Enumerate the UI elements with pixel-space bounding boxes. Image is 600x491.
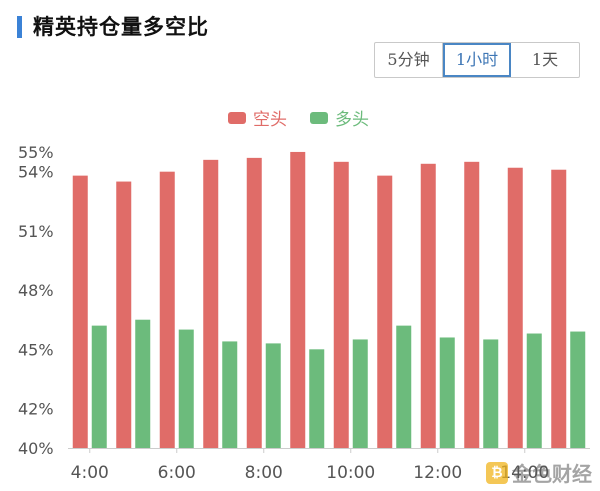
bar-long [396,325,412,448]
legend-label: 空头 [253,110,287,130]
bar-short [551,169,567,449]
bar-long [570,331,586,448]
y-tick-label: 42% [18,400,54,419]
legend-swatch [228,112,246,124]
timeframe-1day-button[interactable]: 1天 [531,50,559,69]
timeframe-5min-button[interactable]: 5分钟 [375,43,443,77]
bar-long [526,333,542,448]
bar-short [333,161,349,448]
x-tick-label: 12:00 [413,463,462,483]
bar-short [116,181,132,448]
x-tick-label: 6:00 [158,463,196,483]
bar-long [483,339,499,448]
watermark: ₿ 金色财经 [486,458,592,487]
bar-short [290,151,306,448]
x-tick-label: 10:00 [326,463,375,483]
bar-short [159,171,175,448]
x-tick-label: 14:00 [500,463,549,483]
bar-long [265,343,281,448]
y-tick-label: 51% [18,222,54,241]
x-tick-label: 4:00 [71,463,109,483]
long-short-ratio-chart: 空头 多头 40% 42% 45% 48% 51% 54%55% 4:00 6:00 8:00 10:… [18,110,590,483]
legend-swatch [310,112,328,124]
timeframe-selector: 5分钟 1小时 1天 [374,42,580,78]
x-tick-label: 8:00 [245,463,283,483]
watermark-logo-icon: ₿ [486,461,508,484]
bar-short [377,175,393,448]
bar-short [246,157,262,449]
bar-long [135,319,151,448]
page-title: 精英持仓量多空比 [33,15,209,39]
bar-short [464,161,480,448]
title-accent-bar [17,16,22,38]
y-tick-label: 54% [18,163,54,182]
y-tick-label: 40% [18,439,54,458]
y-tick-label: 55% [18,143,54,162]
bar-short [507,167,523,448]
bar-long [91,325,107,448]
watermark-text: 金色财经 [512,462,592,486]
bar-long [178,329,194,448]
bar-long [222,341,238,448]
legend-label: 多头 [335,110,369,130]
y-tick-label: 48% [18,281,54,300]
bar-long [309,349,325,448]
bar-short [72,175,88,448]
bar-short [203,159,219,448]
y-tick-label: 45% [18,340,54,359]
header: 精英持仓量多空比 [0,0,600,44]
timeframe-1hour-button[interactable]: 1小时 [443,43,511,77]
bar-long [439,337,455,448]
bar-long [352,339,368,448]
bar-short [420,163,436,448]
